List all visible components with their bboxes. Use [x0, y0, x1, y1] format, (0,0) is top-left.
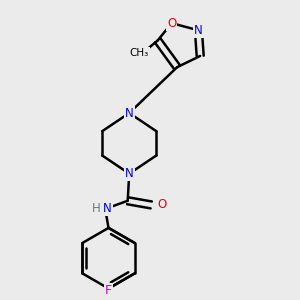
- Text: N: N: [125, 106, 134, 119]
- Text: H: H: [92, 202, 100, 215]
- Text: N: N: [103, 202, 112, 215]
- Text: N: N: [194, 24, 203, 37]
- Text: CH₃: CH₃: [130, 48, 149, 58]
- Text: O: O: [157, 198, 166, 212]
- Text: F: F: [105, 284, 112, 297]
- Text: O: O: [167, 17, 176, 30]
- Text: N: N: [125, 167, 134, 180]
